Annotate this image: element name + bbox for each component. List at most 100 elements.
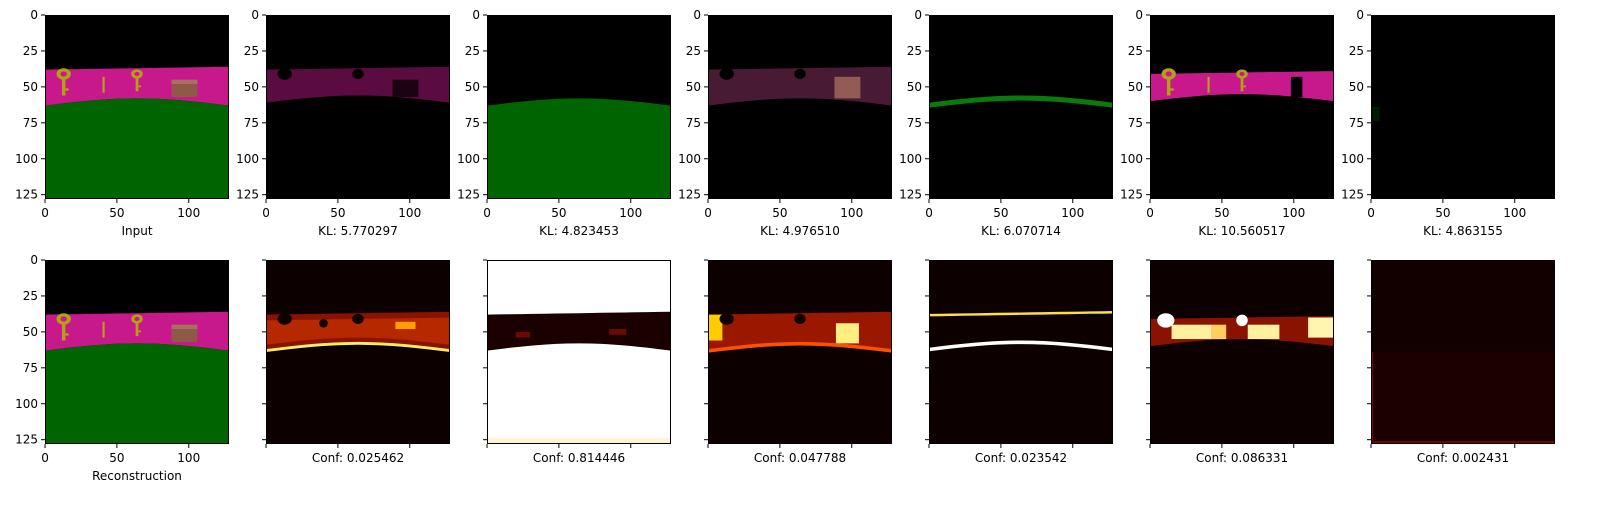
panel-0-6: 0 50 100 0 25 50 75 100 125 KL: 4.863155 [1341,8,1555,238]
slot-box [834,76,861,99]
y-tick-label: 75 [23,116,38,130]
y-tick-label: 0 [30,253,38,267]
ground-region [45,98,229,199]
x-tick-label: 0 [704,206,712,220]
x-tick-label: 100 [1282,206,1305,220]
panel-caption: KL: 6.070714 [981,224,1061,238]
x-tick-label: 100 [619,206,642,220]
panel-1-2: Conf: 0.814446 [483,259,671,465]
y-tick-label: 125 [15,433,38,447]
x-tick-label: 0 [262,206,270,220]
y-tick-label: 0 [251,8,259,22]
x-tick-label: 50 [772,206,787,220]
key-medium-hole [134,316,140,322]
panel-1-6: Conf: 0.002431 [1367,259,1555,465]
x-tick-label: 100 [840,206,863,220]
y-tick-label: 0 [693,8,701,22]
panel-image [1150,260,1334,444]
y-tick-label: 0 [1135,8,1143,22]
panel-frame [1150,260,1334,444]
x-tick-label: 100 [1503,206,1526,220]
x-tick-label: 50 [993,206,1008,220]
y-tick-label: 100 [899,152,922,166]
y-tick-label: 100 [15,397,38,411]
y-tick-label: 0 [914,8,922,22]
panel-0-3: 0 50 100 0 25 50 75 100 125 KL: 4.976510 [678,8,892,238]
y-tick-label: 50 [465,80,480,94]
panel-image [1371,260,1555,444]
panel-0-1: 0 50 100 0 25 50 75 100 125 KL: 5.770297 [236,8,450,238]
heat-right [1308,317,1334,338]
x-tick-label: 50 [1435,206,1450,220]
key-large-shaft [61,323,66,341]
y-tick-label: 75 [244,116,259,130]
panel-frame [708,15,892,199]
panel-frame [45,15,229,199]
panel-0-5: 0 50 100 0 25 50 75 100 125 KL: 10.560517 [1120,8,1334,238]
y-tick-label: 75 [1128,116,1143,130]
x-tick-label: 0 [41,451,49,465]
heat-wall-dark [487,311,671,351]
y-tick-label: 25 [23,289,38,303]
panel-image [929,260,1113,444]
panel-caption: Conf: 0.023542 [975,451,1067,465]
panel-caption: KL: 4.976510 [760,224,840,238]
panel-caption: Conf: 0.047788 [754,451,846,465]
heat-left-edge [1371,352,1374,444]
slot-faint [1371,107,1380,122]
box-top [171,324,198,329]
panel-caption: Conf: 0.025462 [312,451,404,465]
y-tick-label: 0 [472,8,480,22]
key-large-hole [60,71,67,77]
key-gap-1 [719,68,734,80]
heat-bg [487,260,671,444]
panel-image [45,15,229,199]
y-tick-label: 100 [15,152,38,166]
y-tick-label: 25 [244,44,259,58]
x-tick-label: 0 [41,206,49,220]
panel-frame [487,15,671,199]
panel-1-1: Conf: 0.025462 [262,259,450,465]
panel-frame [1371,260,1555,444]
heat-bg [929,260,1113,444]
x-tick-label: 100 [398,206,421,220]
panel-caption: Input [121,224,152,238]
background [1371,15,1555,199]
y-tick-label: 75 [23,361,38,375]
y-tick-label: 50 [23,80,38,94]
heat-key-1 [1157,313,1175,328]
heat-hole-2 [319,318,328,328]
key-medium-shaft [135,77,139,92]
heat-box [835,323,859,344]
heat-horizon [929,340,1113,352]
y-tick-label: 125 [1120,188,1143,202]
heat-hot-box [395,321,416,329]
panel-image [708,260,892,444]
key-medium-tooth [138,330,142,333]
x-tick-label: 100 [177,206,200,220]
x-tick-label: 50 [109,206,124,220]
y-tick-label: 50 [244,80,259,94]
panel-frame [708,260,892,444]
x-tick-label: 100 [177,451,200,465]
x-tick-label: 0 [1367,206,1375,220]
ground-region [45,343,229,444]
y-tick-label: 75 [907,116,922,130]
y-tick-label: 125 [1341,188,1364,202]
y-tick-label: 0 [30,8,38,22]
y-tick-label: 125 [457,188,480,202]
key-small [102,76,105,93]
heat-horizon [708,341,892,353]
y-tick-label: 50 [686,80,701,94]
y-tick-label: 100 [1120,152,1143,166]
slot-key-large-tooth [1170,88,1174,91]
slot-key-large-hole [1165,71,1172,77]
y-tick-label: 25 [465,44,480,58]
key-large-tooth [65,88,69,91]
y-tick-label: 125 [899,188,922,202]
panel-1-3: Conf: 0.047788 [704,259,892,465]
background [708,15,892,199]
panel-image [266,15,450,199]
panel-image [487,15,671,199]
